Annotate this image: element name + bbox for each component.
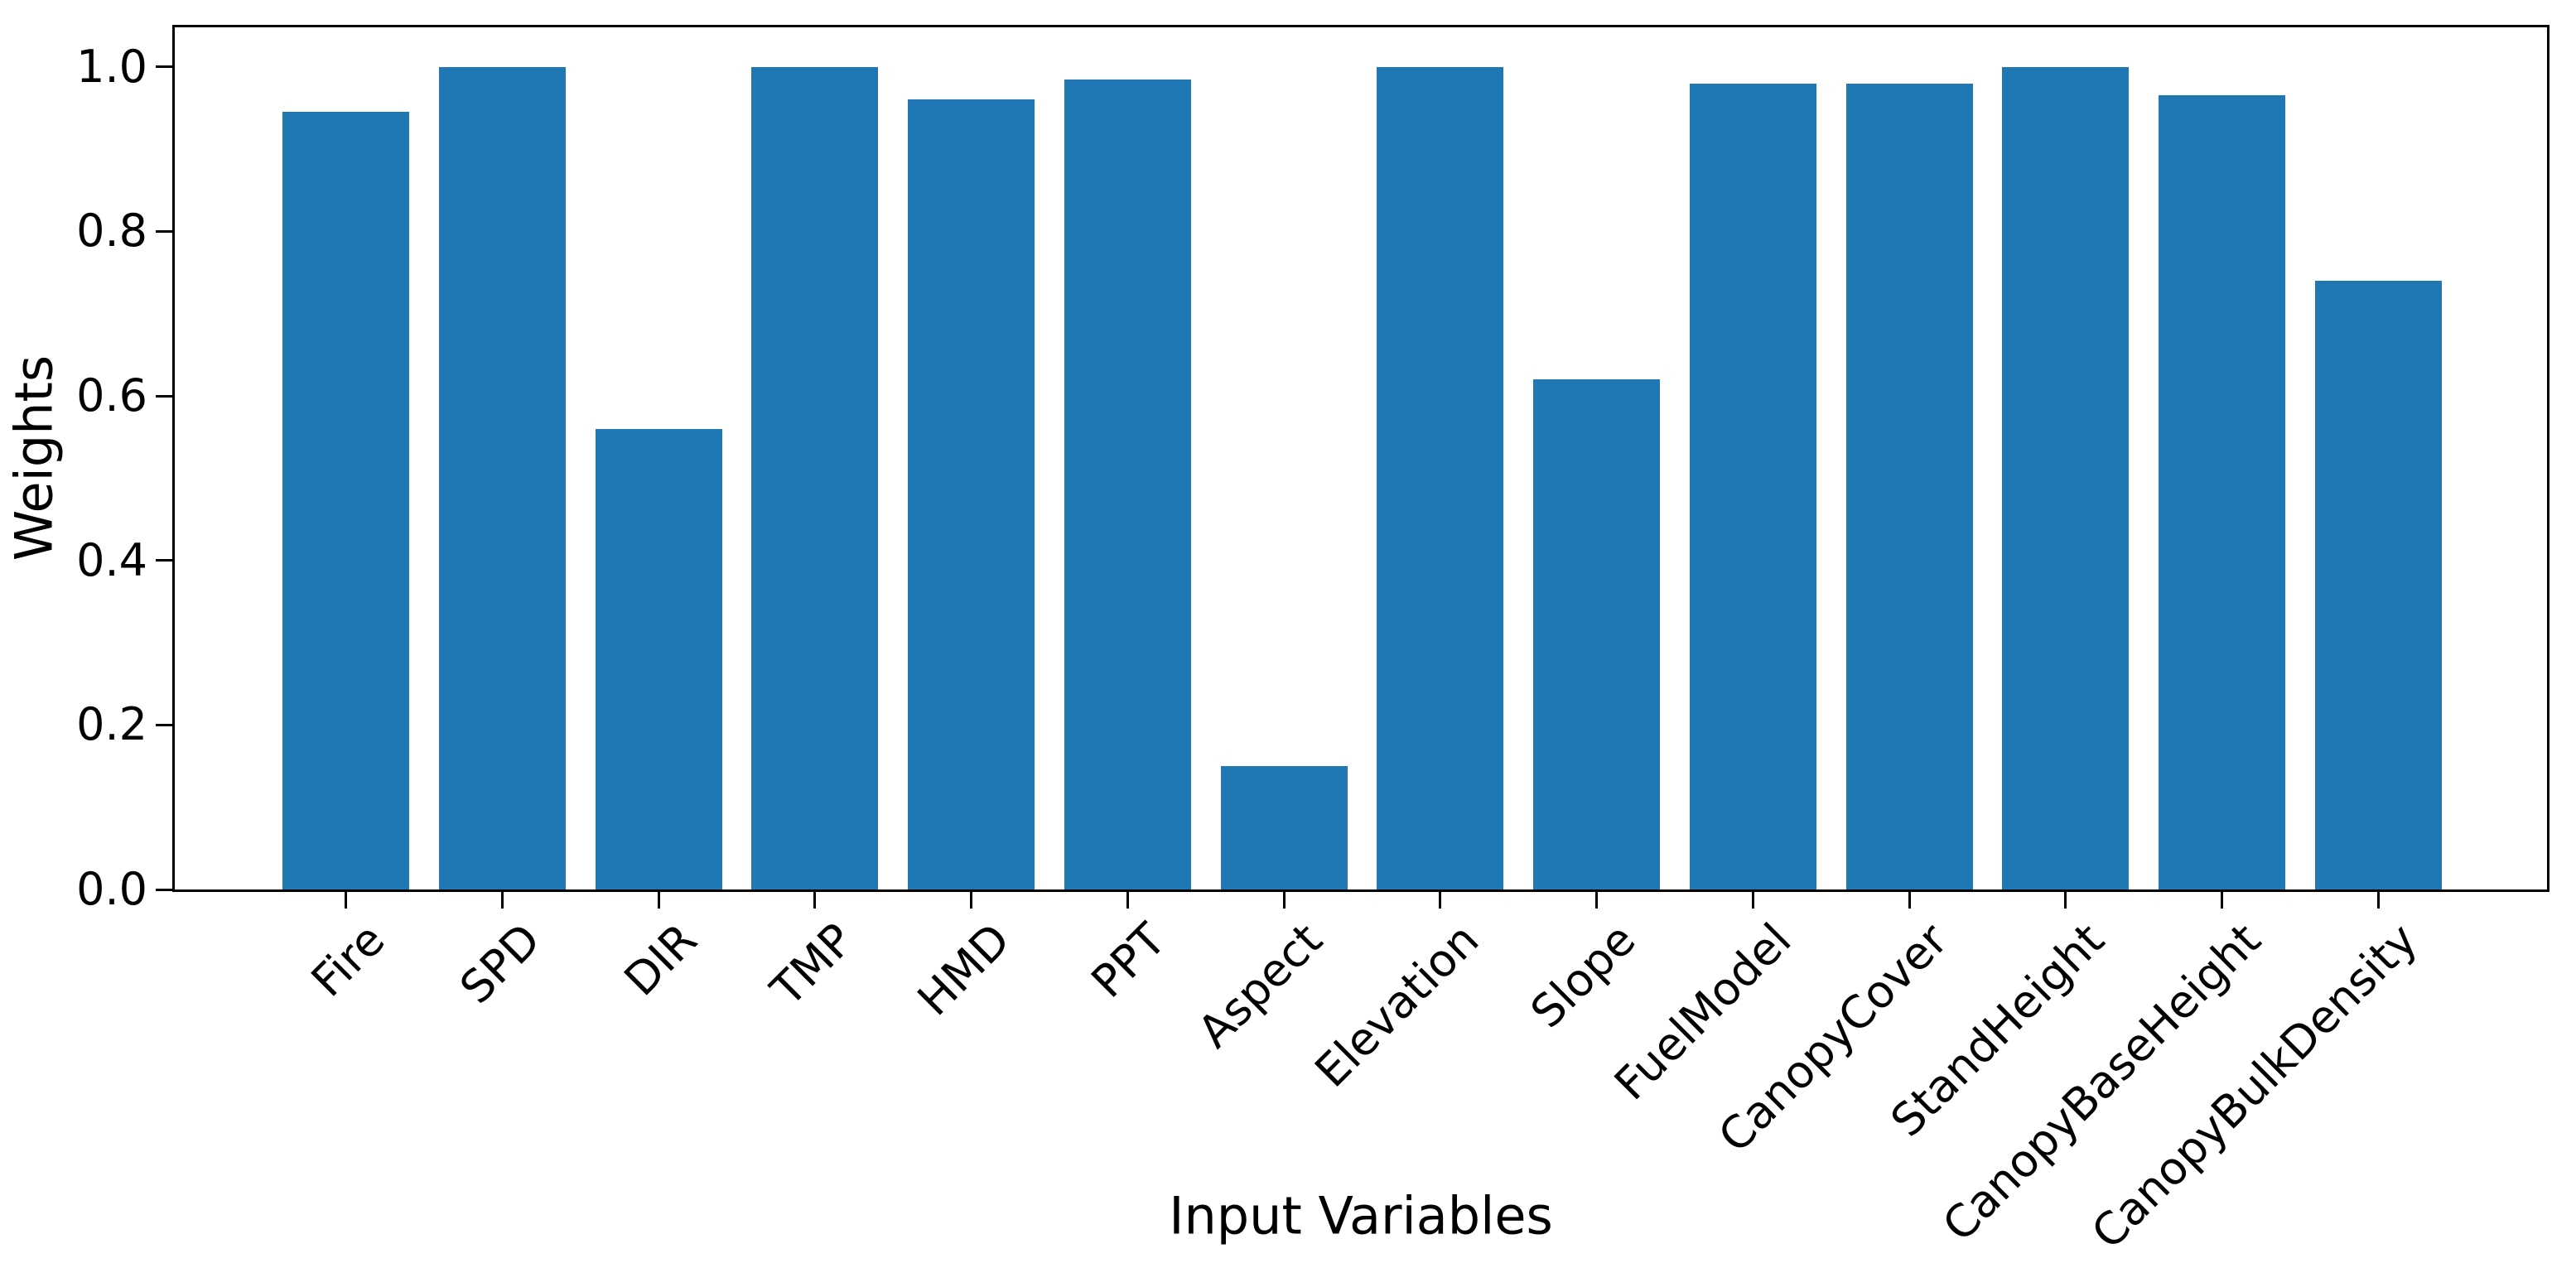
bar-fire bbox=[282, 112, 409, 889]
y-tick-mark bbox=[156, 723, 172, 726]
y-tick-label: 0.4 bbox=[76, 533, 147, 586]
bar-elevation bbox=[1377, 66, 1504, 889]
bar-fuelmodel bbox=[1689, 83, 1816, 889]
bar-aspect bbox=[1220, 766, 1348, 889]
bar-spd bbox=[438, 66, 566, 889]
bar-tmp bbox=[751, 66, 879, 889]
y-tick-label: 1.0 bbox=[76, 40, 147, 93]
x-tick-mark bbox=[1126, 892, 1129, 909]
x-tick-mark bbox=[657, 892, 660, 909]
x-tick-mark bbox=[500, 892, 504, 909]
y-axis-title: Weights bbox=[3, 354, 65, 562]
y-tick-mark bbox=[156, 888, 172, 891]
y-tick-mark bbox=[156, 559, 172, 562]
x-tick-mark bbox=[2377, 892, 2380, 909]
x-tick-label: Slope bbox=[1520, 913, 1646, 1039]
x-tick-label: Fire bbox=[301, 913, 394, 1007]
y-tick-mark bbox=[156, 229, 172, 233]
x-tick-label: Elevation bbox=[1305, 913, 1489, 1097]
y-tick-mark bbox=[156, 394, 172, 398]
bar-slope bbox=[1533, 379, 1661, 889]
x-tick-mark bbox=[2064, 892, 2067, 909]
bar-ppt bbox=[1064, 79, 1191, 889]
bar-canopycover bbox=[1845, 83, 1973, 889]
x-axis-title: Input Variables bbox=[1169, 1185, 1553, 1246]
x-tick-mark bbox=[1595, 892, 1599, 909]
y-tick-label: 0.8 bbox=[76, 205, 147, 258]
x-tick-mark bbox=[1282, 892, 1286, 909]
x-tick-mark bbox=[345, 892, 347, 909]
x-tick-mark bbox=[1908, 892, 1911, 909]
plot-area bbox=[172, 25, 2549, 892]
bar-canopybulkdensity bbox=[2315, 280, 2442, 889]
x-tick-mark bbox=[970, 892, 973, 909]
y-tick-label: 0.2 bbox=[76, 698, 147, 751]
bar-canopybaseheight bbox=[2159, 95, 2286, 889]
x-tick-label: DIR bbox=[614, 913, 707, 1006]
y-tick-label: 0.6 bbox=[76, 369, 147, 422]
bar-hmd bbox=[908, 99, 1035, 889]
x-tick-mark bbox=[1751, 892, 1754, 909]
x-tick-label: SPD bbox=[450, 913, 551, 1015]
x-tick-label: CanopyBaseHeight bbox=[1932, 913, 2271, 1252]
x-tick-label: Aspect bbox=[1188, 913, 1333, 1058]
x-tick-mark bbox=[813, 892, 817, 909]
bar-dir bbox=[595, 428, 722, 889]
y-tick-label: 0.0 bbox=[76, 863, 147, 915]
x-tick-label: PPT bbox=[1081, 913, 1176, 1008]
x-tick-mark bbox=[1439, 892, 1442, 909]
bar-standheight bbox=[2002, 66, 2130, 889]
x-tick-mark bbox=[2221, 892, 2224, 909]
y-tick-mark bbox=[156, 65, 172, 69]
x-tick-label: HMD bbox=[907, 913, 1020, 1026]
x-tick-label: TMP bbox=[760, 913, 864, 1016]
